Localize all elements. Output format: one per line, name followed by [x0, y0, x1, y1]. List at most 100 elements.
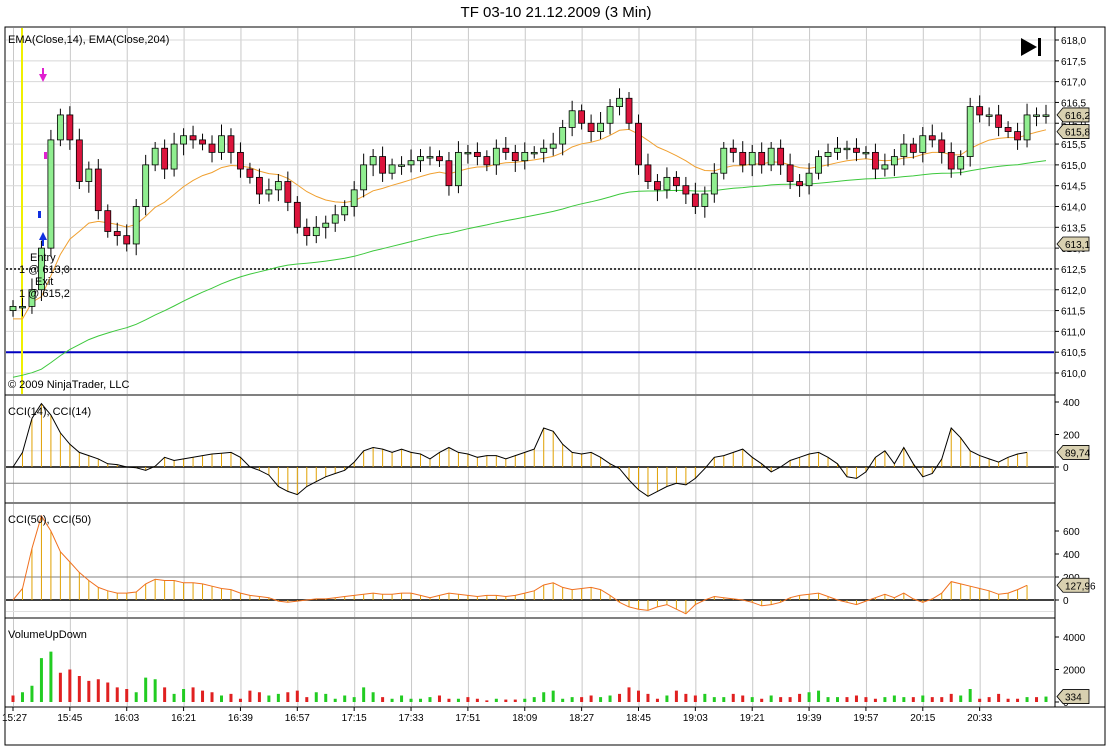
volume-bar-12 — [125, 689, 129, 702]
volume-bar-88 — [845, 697, 849, 702]
volume-bar-30 — [295, 690, 299, 702]
candle-body-48 — [464, 151, 472, 155]
candle-body-0 — [9, 305, 17, 311]
volume-bar-41 — [400, 695, 404, 702]
candle-body-58 — [559, 127, 567, 145]
volume-bar-107 — [1025, 697, 1029, 702]
volume-bar-103 — [987, 697, 991, 702]
candle-body-51 — [492, 147, 500, 166]
skip-to-end-bar-icon — [1038, 38, 1041, 56]
candle-body-64 — [616, 97, 623, 108]
candle-body-56 — [540, 147, 548, 153]
candle-body-41 — [398, 164, 405, 167]
volume-bar-20 — [201, 690, 205, 702]
volume-bar-72 — [693, 695, 697, 702]
candle-body-8 — [85, 168, 93, 182]
candle-body-96 — [919, 135, 927, 153]
y-tick-label-price-1: 617,5 — [1061, 57, 1086, 68]
candle-body-63 — [606, 106, 614, 124]
volume-bar-89 — [854, 695, 858, 702]
volume-bar-98 — [940, 697, 944, 702]
volume-bar-106 — [1016, 698, 1020, 702]
volume-bar-36 — [352, 697, 356, 702]
volume-bar-3 — [39, 658, 43, 702]
y-tick-label-price-14: 611,0 — [1061, 327, 1086, 338]
cci14-last-badge-bg — [1056, 445, 1090, 460]
y-tick-label-cci14-2: 0 — [1063, 463, 1069, 474]
volume-bar-57 — [551, 690, 555, 702]
volume-bar-92 — [883, 697, 887, 702]
candle-body-18 — [180, 135, 187, 145]
volume-bar-66 — [636, 690, 640, 702]
x-tick-label-1: 15:45 — [57, 713, 82, 724]
volume-bar-45 — [437, 695, 441, 702]
volume-bar-51 — [494, 698, 498, 702]
x-axis-strip — [4, 706, 1106, 746]
candle-body-68 — [654, 181, 661, 191]
volume-bar-69 — [665, 695, 669, 702]
volume-bar-25 — [248, 690, 252, 702]
candle-body-33 — [322, 222, 330, 228]
cci50-last-badge: 127,96 — [1065, 581, 1096, 592]
candle-body-24 — [237, 151, 244, 170]
volume-bar-40 — [390, 698, 394, 702]
candle-body-30 — [293, 201, 301, 228]
candle-body-71 — [682, 185, 690, 195]
volume-bar-19 — [191, 687, 195, 702]
volume-bar-23 — [229, 693, 233, 702]
x-tick-label-16: 20:15 — [910, 713, 935, 724]
volume-bar-26 — [257, 692, 261, 702]
candle-body-78 — [748, 151, 756, 166]
window-title: TF 03-10 21.12.2009 (3 Min) — [460, 4, 652, 21]
x-tick-label-17: 20:33 — [967, 713, 992, 724]
volume-bar-8 — [87, 680, 91, 702]
candle-body-4 — [47, 139, 55, 249]
candle-body-108 — [1033, 114, 1040, 117]
volume-bar-7 — [77, 676, 81, 702]
candle-body-86 — [824, 151, 832, 157]
y-tick-label-cci14-1: 200 — [1063, 431, 1080, 442]
y-tick-label-cci50-0: 600 — [1063, 527, 1080, 538]
candle-body-88 — [843, 147, 851, 151]
candle-body-105 — [1004, 127, 1012, 132]
candle-body-53 — [511, 151, 519, 162]
candle-body-103 — [985, 114, 993, 117]
volume-bar-78 — [750, 697, 754, 702]
y-tick-label-price-2: 617,0 — [1061, 78, 1086, 89]
candle-body-11 — [113, 231, 121, 237]
x-tick-label-10: 18:27 — [569, 713, 594, 724]
y-tick-label-cci50-3: 0 — [1063, 596, 1069, 607]
candle-body-47 — [455, 151, 462, 187]
y-tick-label-price-5: 615,5 — [1061, 140, 1086, 151]
cci14-panel-label: CCI(14), CCI(14) — [8, 406, 91, 418]
x-tick-label-2: 16:03 — [114, 713, 139, 724]
candle-body-69 — [663, 176, 671, 191]
candle-body-9 — [94, 168, 102, 212]
volume-bar-39 — [381, 697, 385, 702]
candle-body-45 — [436, 156, 443, 162]
candle-body-94 — [900, 143, 908, 157]
candle-body-15 — [151, 147, 159, 166]
candle-body-73 — [701, 193, 709, 207]
exit-qty-label: 1 @ 615,2 — [19, 288, 70, 300]
candle-body-27 — [265, 189, 273, 195]
candle-body-52 — [502, 147, 510, 153]
volume-bar-52 — [504, 699, 508, 702]
candle-body-109 — [1042, 114, 1050, 117]
volume-bar-64 — [618, 693, 622, 702]
candle-body-2 — [28, 289, 36, 307]
candle-body-26 — [256, 176, 263, 195]
volume-bar-105 — [1006, 698, 1010, 702]
volume-bar-86 — [826, 697, 830, 702]
cci50-line — [12, 514, 1028, 615]
price-last-badge: 616,2 — [1065, 111, 1090, 122]
volume-bar-38 — [371, 692, 375, 702]
volume-bar-108 — [1035, 697, 1039, 702]
candle-body-29 — [284, 181, 292, 203]
candle-body-60 — [578, 110, 586, 124]
volume-bar-96 — [921, 695, 925, 702]
y-tick-label-price-13: 611,5 — [1061, 307, 1086, 318]
volume-bar-102 — [978, 698, 982, 702]
candle-body-85 — [815, 156, 822, 174]
